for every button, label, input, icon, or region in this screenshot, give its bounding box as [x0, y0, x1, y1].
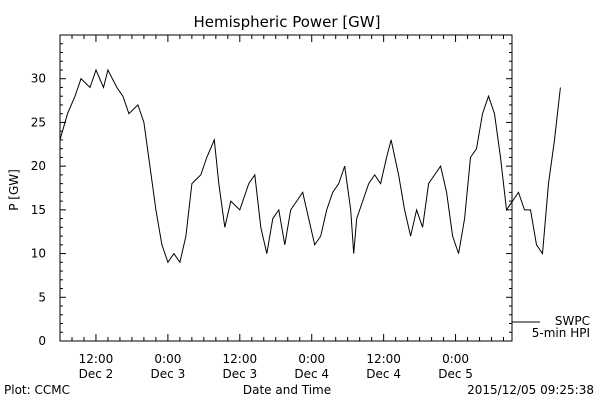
x-tick-label-date: Dec 3: [222, 367, 257, 381]
plot-credit: Plot: CCMC: [4, 383, 70, 397]
x-tick-label-time: 0:00: [442, 352, 469, 366]
x-tick-label-time: 0:00: [154, 352, 181, 366]
x-tick-label-date: Dec 2: [79, 367, 114, 381]
x-tick-label-time: 12:00: [366, 352, 401, 366]
legend: SWPC 5-min HPI: [512, 314, 590, 340]
series-line: [59, 68, 561, 264]
x-tick-label-time: 12:00: [223, 352, 258, 366]
x-tick-label-date: Dec 5: [438, 367, 473, 381]
plot-timestamp: 2015/12/05 09:25:38: [467, 383, 594, 397]
y-tick-label: 20: [31, 159, 46, 173]
legend-line2: 5-min HPI: [532, 326, 590, 340]
y-tick-label: 25: [31, 115, 46, 129]
x-tick-label-time: 12:00: [79, 352, 114, 366]
x-tick-label-time: 0:00: [298, 352, 325, 366]
y-tick-label: 0: [38, 334, 46, 348]
y-tick-label: 30: [31, 72, 46, 86]
chart-title: Hemispheric Power [GW]: [194, 13, 381, 31]
x-tick-label-date: Dec 4: [294, 367, 329, 381]
plot-frame: [59, 34, 513, 342]
series-layer: [59, 68, 561, 264]
y-tick-label: 5: [38, 290, 46, 304]
x-tick-label-date: Dec 3: [151, 367, 186, 381]
y-axis: 0 5 10 15 20 25 30: [31, 34, 512, 348]
legend-line1: SWPC: [555, 314, 590, 328]
x-axis-label: Date and Time: [243, 383, 331, 397]
y-tick-label: 15: [31, 203, 46, 217]
y-tick-label: 10: [31, 247, 46, 261]
x-tick-label-date: Dec 4: [366, 367, 401, 381]
y-axis-label: P [GW]: [7, 169, 21, 211]
